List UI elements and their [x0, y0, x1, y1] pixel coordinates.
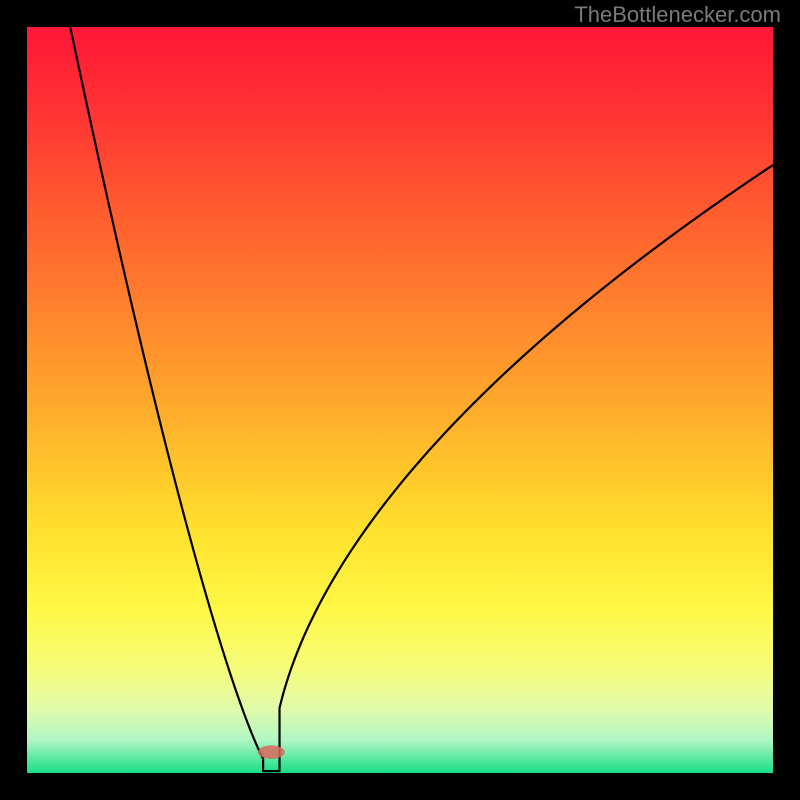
chart-svg — [0, 0, 800, 800]
chart-frame — [0, 0, 800, 800]
watermark-text: TheBottlenecker.com — [574, 2, 781, 28]
gradient-background — [27, 27, 773, 773]
vertex-marker — [258, 745, 285, 758]
